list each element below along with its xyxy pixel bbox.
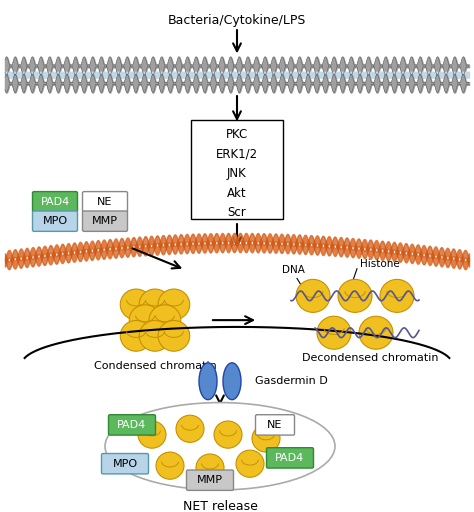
Text: MMP: MMP [197,475,223,485]
Text: PAD4: PAD4 [118,420,146,430]
Text: Akt: Akt [227,186,247,200]
Text: Bacteria/Cytokine/LPS: Bacteria/Cytokine/LPS [168,14,306,27]
Circle shape [158,289,190,320]
Text: NE: NE [97,197,113,207]
Text: NE: NE [267,420,283,430]
Text: JNK: JNK [227,167,247,180]
Text: PKC: PKC [226,129,248,141]
Ellipse shape [199,363,217,400]
Circle shape [139,321,171,351]
FancyBboxPatch shape [33,191,78,212]
FancyBboxPatch shape [33,211,78,231]
Text: NET release: NET release [182,500,257,512]
Circle shape [138,421,166,448]
Circle shape [317,316,351,349]
Text: ERK1/2: ERK1/2 [216,148,258,161]
Text: MPO: MPO [43,216,68,226]
Text: PAD4: PAD4 [275,453,305,463]
Text: Condensed chromatin: Condensed chromatin [94,361,216,371]
FancyBboxPatch shape [255,415,294,435]
FancyBboxPatch shape [266,447,313,468]
Text: Decondensed chromatin: Decondensed chromatin [302,353,438,363]
Circle shape [129,305,161,335]
Ellipse shape [105,402,335,490]
Circle shape [158,321,190,351]
Circle shape [120,289,152,320]
Circle shape [359,316,393,349]
Circle shape [176,415,204,442]
Circle shape [252,425,280,452]
Text: Histone: Histone [360,259,400,269]
Circle shape [214,421,242,448]
Circle shape [236,450,264,477]
Text: MMP: MMP [92,216,118,226]
Circle shape [196,454,224,481]
Text: Scr: Scr [228,206,246,219]
Text: MPO: MPO [112,459,137,468]
FancyBboxPatch shape [191,120,283,219]
Ellipse shape [223,363,241,400]
FancyBboxPatch shape [186,470,234,490]
FancyBboxPatch shape [101,454,148,474]
Text: Gasdermin D: Gasdermin D [255,376,328,386]
Circle shape [380,280,414,312]
FancyBboxPatch shape [82,211,128,231]
Text: DNA: DNA [282,265,304,274]
Text: PAD4: PAD4 [40,197,70,207]
Circle shape [296,280,330,312]
Circle shape [156,452,184,479]
Circle shape [139,289,171,320]
FancyBboxPatch shape [82,191,128,212]
Circle shape [120,321,152,351]
FancyBboxPatch shape [109,415,155,435]
Circle shape [338,280,372,312]
Circle shape [149,305,181,335]
